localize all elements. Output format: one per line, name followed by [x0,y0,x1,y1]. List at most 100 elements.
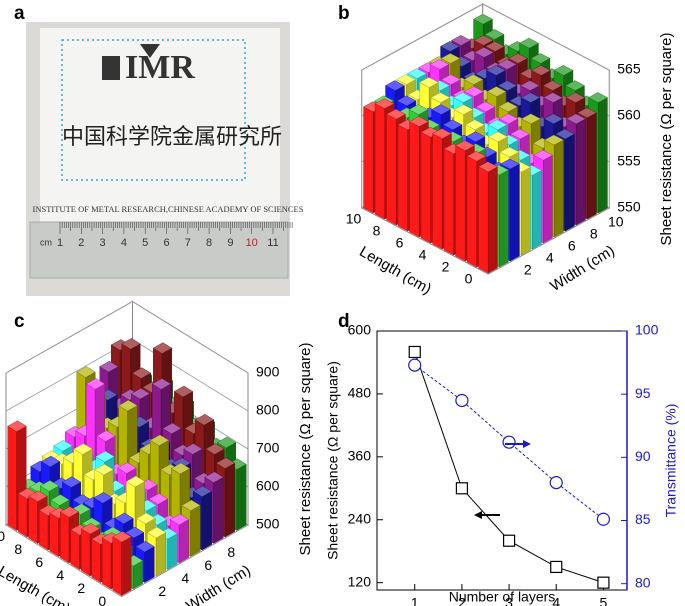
bar-face [363,106,374,214]
bar-face [7,425,17,531]
bar-face [499,169,509,268]
bar-face [577,107,597,119]
x-tick-label: 8 [373,223,381,239]
marker [550,560,563,574]
y-tick-label: 600 [348,322,372,338]
bar-face [420,131,431,244]
marker [408,345,421,359]
bar-face [465,131,486,143]
logo-text: IMR [125,49,195,86]
bar-face [544,134,564,146]
x-tick-label: 6 [396,235,404,251]
bar-face [565,92,586,103]
bar-face [183,443,203,455]
bar-face [170,462,191,475]
bar-face [146,526,167,539]
bar-face [7,420,27,432]
bar-face [587,112,597,220]
bar-face [169,513,190,526]
bar-face [508,53,528,64]
y-tick-label: 480 [348,385,372,401]
y-tick-label: 6 [568,238,576,254]
y2-tick-label: 80 [635,574,651,590]
ruler-number: 6 [163,237,169,249]
marker [408,358,422,372]
bar-face [80,523,101,535]
bar-face [408,104,429,115]
bar-face [466,155,477,268]
bar-face [430,92,451,103]
bar-face [167,533,178,570]
y-axis-label: Width (cm) [183,562,253,606]
bar-face [149,434,170,446]
bar-face [488,166,498,274]
y-tick-label: 4 [181,570,189,586]
dotted-frame [61,39,246,181]
z-axis-label: Sheet resistance (Ω per square) [297,343,314,556]
bar-face [204,471,224,483]
bar-face [466,150,487,162]
bar-face [531,65,551,76]
ruler-number: 5 [142,237,148,249]
bar-face [500,158,520,170]
bar-face [173,385,194,398]
bar-face [407,68,427,79]
bar-face [216,436,237,449]
bar-face [151,378,172,390]
bar-face [463,74,484,85]
marker [455,393,469,408]
marker [502,435,516,449]
x-tick-label: 4 [56,567,64,583]
bar-face [148,493,169,505]
bar-face [194,414,215,426]
x-tick-label: 3 [505,595,513,606]
bar-face [442,119,463,131]
bar-face [125,475,146,488]
bar-face [478,166,489,274]
bar-face [396,74,416,85]
y-tick-label: 240 [348,510,372,526]
bar-face [201,490,212,551]
y-tick-label: 360 [348,448,372,464]
bar-face [499,146,520,158]
bar-face [49,512,59,557]
bar-face [440,41,460,52]
bar-face [76,366,96,378]
bar-face [498,113,519,125]
panel-label: d [338,311,350,332]
bar-face [464,86,484,97]
bar-face [39,480,60,492]
bar-face [533,149,553,161]
bar-face [60,511,70,564]
paper [40,28,280,228]
z-tick-label: 500 [256,516,280,532]
ruler-number: 9 [227,237,233,249]
bar-face [497,59,517,70]
y2-tick-label: 85 [635,511,651,527]
bar [478,161,498,274]
bar-face [485,41,505,52]
bar-face [70,529,80,570]
bar-face [112,531,132,543]
bar-face [396,95,417,107]
y-tick-label: 2 [524,262,532,278]
bar-face [131,367,152,379]
ruler-number: 1 [57,237,63,249]
bar-face [443,148,454,256]
marker [596,512,611,526]
bar-face [521,113,541,125]
bar-face [224,462,235,538]
bar-face [488,131,508,143]
bar-face [455,140,475,151]
bar-face [118,399,138,412]
y-tick-label: 2 [158,583,166,599]
bar-face [99,360,119,373]
grid-line [5,301,249,374]
panel-label: a [14,3,25,24]
bar-face [520,92,541,103]
bar-face [192,485,213,497]
logo-block [102,56,120,80]
z-tick-label: 550 [617,199,641,215]
x-tick-label: 6 [35,554,43,570]
x-tick-label: 1 [411,595,419,606]
